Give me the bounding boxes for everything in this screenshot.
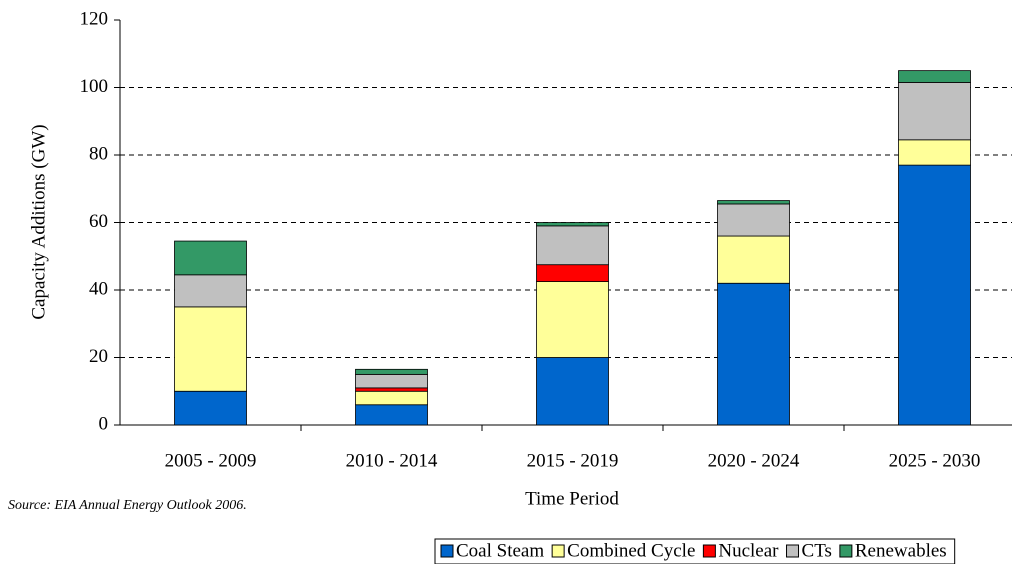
legend-label: Coal Steam (456, 540, 544, 561)
bar-segment (174, 240, 247, 276)
bar-segment (174, 306, 247, 392)
bar-segment (536, 222, 609, 227)
y-tick-label: 100 (80, 76, 109, 97)
y-tick-label: 20 (89, 346, 108, 367)
bar-segment (355, 390, 428, 406)
bar-segment (355, 404, 428, 426)
bar-segment (898, 70, 971, 83)
bar-segment (536, 264, 609, 282)
bar-segment (355, 373, 428, 389)
legend-swatch (702, 544, 716, 558)
legend-label: Renewables (855, 540, 947, 561)
bar-segment (536, 281, 609, 358)
x-tick-label: 2020 - 2024 (708, 450, 800, 471)
legend-swatch (551, 544, 565, 558)
y-tick-label: 60 (89, 211, 108, 232)
y-tick-label: 40 (89, 278, 108, 299)
legend-swatch (786, 544, 800, 558)
bar-segment (174, 390, 247, 426)
bar-segment (536, 225, 609, 266)
x-tick-label: 2005 - 2009 (165, 450, 257, 471)
y-axis-title: Capacity Additions (GW) (28, 124, 49, 319)
legend-label: Combined Cycle (567, 540, 695, 561)
y-tick-label: 80 (89, 143, 108, 164)
bar-segment (898, 82, 971, 141)
source-note: Source: EIA Annual Energy Outlook 2006. (8, 498, 247, 513)
legend-label: CTs (802, 540, 832, 561)
bar-segment (898, 139, 971, 166)
legend-swatch (440, 544, 454, 558)
x-tick-label: 2025 - 2030 (889, 450, 981, 471)
bar-segment (717, 200, 790, 205)
x-axis-title: Time Period (525, 488, 619, 509)
legend-label: Nuclear (718, 540, 779, 561)
bar-segment (355, 368, 428, 375)
bar-segment (717, 203, 790, 237)
x-tick-label: 2015 - 2019 (527, 450, 619, 471)
bar-segment (355, 387, 428, 392)
bar-segment (717, 282, 790, 426)
y-tick-label: 120 (80, 8, 109, 29)
legend-box (434, 538, 956, 564)
y-tick-label: 0 (99, 413, 109, 434)
bar-segment (898, 164, 971, 426)
bar-segment (174, 274, 247, 308)
bar-segment (536, 357, 609, 426)
x-tick-label: 2010 - 2014 (346, 450, 438, 471)
legend-swatch (839, 544, 853, 558)
bar-segment (717, 235, 790, 284)
